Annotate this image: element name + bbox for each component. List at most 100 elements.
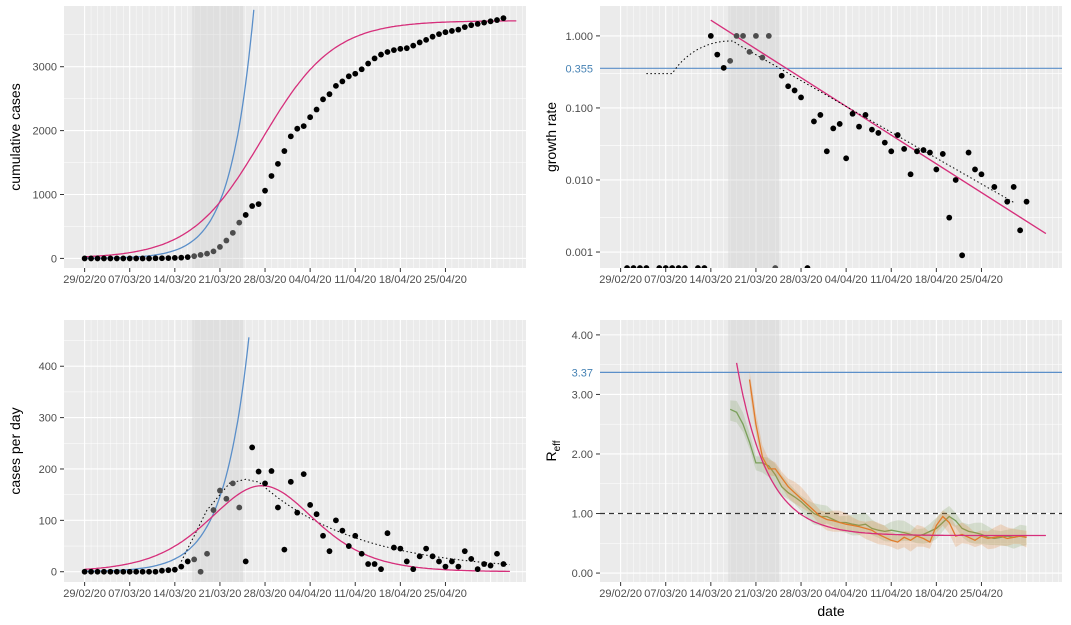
y-tick-label: 3000 — [33, 62, 57, 74]
data-point — [275, 160, 281, 167]
data-point — [423, 36, 430, 43]
data-point — [391, 47, 397, 53]
plot-area — [600, 19, 1062, 268]
data-point — [307, 114, 314, 121]
data-point — [1023, 198, 1030, 205]
data-point — [455, 563, 462, 570]
data-point — [474, 20, 481, 27]
x-tick-label: 28/03/20 — [244, 274, 287, 286]
data-point — [352, 532, 359, 539]
data-point — [120, 568, 127, 575]
data-point — [991, 184, 998, 190]
data-point — [262, 187, 268, 194]
x-tick-label: 07/03/20 — [108, 588, 151, 600]
x-tick-label: 25/04/20 — [424, 274, 467, 286]
data-point — [403, 558, 410, 565]
data-point — [720, 64, 727, 71]
x-tick-label: 28/03/20 — [244, 588, 287, 600]
data-point — [184, 558, 191, 565]
data-point — [300, 471, 307, 478]
x-tick-label: 04/04/20 — [825, 274, 868, 286]
data-point — [210, 248, 217, 255]
data-point — [339, 78, 346, 85]
data-point — [339, 527, 346, 534]
data-point — [468, 22, 475, 29]
grid — [64, 6, 526, 268]
data-point — [159, 255, 165, 262]
data-point — [236, 219, 243, 226]
x-tick-label: 07/03/20 — [108, 274, 151, 286]
x-tick-label: 07/03/20 — [644, 274, 687, 286]
x-tick-label: 28/03/20 — [780, 588, 823, 600]
x-tick-label: 25/04/20 — [960, 588, 1003, 600]
data-point — [197, 252, 204, 258]
data-point — [371, 55, 378, 62]
data-point — [785, 83, 792, 90]
data-point — [416, 39, 423, 46]
y-tick-label: 0.010 — [565, 175, 593, 187]
panel-background — [64, 320, 526, 582]
x-tick-label: 28/03/20 — [780, 274, 823, 286]
data-point — [817, 112, 824, 118]
data-point — [152, 255, 159, 262]
data-point — [772, 265, 779, 268]
y-tick-label: 0.001 — [565, 247, 593, 259]
x-tick-label: 11/04/20 — [334, 588, 376, 600]
shaded-period — [192, 320, 244, 582]
x-tick-label: 29/02/20 — [599, 588, 642, 600]
data-point — [146, 568, 152, 575]
data-point — [637, 265, 643, 268]
data-point — [326, 548, 333, 555]
data-point — [133, 255, 140, 262]
grid — [64, 320, 526, 582]
data-point — [927, 149, 933, 156]
data-point — [81, 255, 88, 262]
data-point — [965, 149, 972, 156]
data-point — [101, 568, 107, 575]
data-point — [1010, 184, 1017, 190]
data-point — [178, 254, 185, 261]
y-tick-label: 400 — [39, 361, 57, 373]
x-tick-label: 11/04/20 — [870, 588, 912, 600]
data-point — [914, 148, 920, 155]
x-tick-label: 04/04/20 — [825, 588, 868, 600]
data-point — [442, 563, 449, 570]
data-point — [972, 166, 978, 173]
shaded-period — [192, 6, 244, 268]
plot-area — [81, 337, 510, 575]
data-point — [165, 255, 172, 261]
data-point — [494, 17, 500, 23]
data-point — [178, 563, 185, 570]
data-point — [88, 255, 94, 262]
data-point — [294, 125, 301, 132]
panel-background — [600, 320, 1062, 582]
data-point — [468, 555, 475, 562]
data-point — [455, 26, 462, 33]
x-tick-label: 04/04/20 — [289, 588, 332, 600]
data-point — [229, 229, 236, 236]
panel-background — [600, 6, 1062, 268]
data-point — [223, 495, 230, 502]
grid — [600, 6, 1062, 268]
y-tick-label: 1000 — [33, 190, 57, 202]
shaded-period — [728, 6, 780, 268]
y-tick-label: 1.000 — [565, 31, 593, 43]
y-axis-title: cases per day — [7, 407, 23, 494]
x-tick-label: 14/03/20 — [153, 588, 196, 600]
y-tick-label: 300 — [39, 413, 57, 425]
data-point — [830, 125, 837, 132]
x-tick-label: 25/04/20 — [960, 274, 1003, 286]
data-point — [843, 155, 850, 162]
data-point — [481, 19, 488, 26]
data-point — [933, 166, 940, 173]
data-point — [448, 28, 455, 34]
data-point — [448, 558, 455, 565]
data-point — [461, 24, 468, 30]
estimate-orange-line — [748, 379, 1027, 544]
y-tick-label: 3.00 — [572, 389, 593, 401]
x-tick-label: 04/04/20 — [289, 274, 332, 286]
panel-cumulative: 0 1000 2000 3000 29/02/20 07/03/20 14/03/20 21/… — [7, 6, 526, 286]
x-tick-label: 14/03/20 — [689, 588, 732, 600]
data-point — [675, 265, 682, 268]
